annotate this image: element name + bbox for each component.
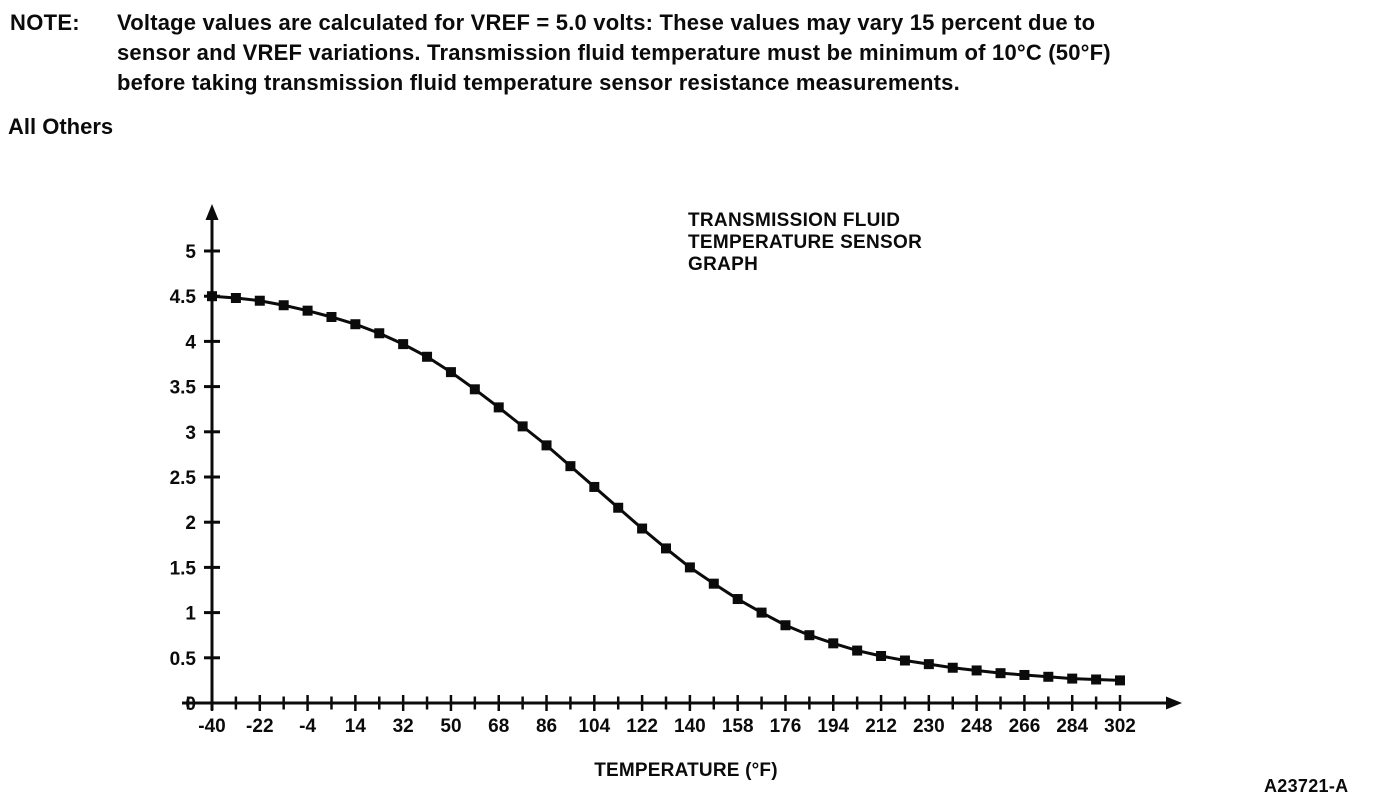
svg-text:14: 14 [345, 716, 367, 737]
sensor-graph-svg: 0 0.5 1 1.5 2 2.5 3 3.5 4 4.5 5 -40 -22 -4 14 32 50 68 86 1… [170, 204, 1182, 737]
svg-text:158: 158 [722, 716, 754, 737]
chart-title: TRANSMISSION FLUID TEMPERATURE SENSOR GR… [688, 210, 923, 275]
x-axis-label: TEMPERATURE (°F) [594, 760, 778, 781]
svg-text:50: 50 [440, 716, 461, 737]
svg-text:-22: -22 [246, 716, 273, 737]
svg-text:302: 302 [1104, 716, 1136, 737]
svg-text:212: 212 [865, 716, 897, 737]
svg-text:122: 122 [626, 716, 658, 737]
sensor-graph: 0 0.5 1 1.5 2 2.5 3 3.5 4 4.5 5 -40 -22 -4 14 32 50 68 86 1… [160, 198, 1250, 798]
note-text: Voltage values are calculated for VREF =… [117, 10, 1111, 95]
svg-text:1: 1 [185, 604, 196, 625]
svg-text:104: 104 [578, 716, 610, 737]
svg-text:5: 5 [185, 242, 196, 263]
svg-text:4: 4 [185, 332, 196, 353]
svg-text:284: 284 [1056, 716, 1088, 737]
note-block: NOTE: Voltage values are calculated for … [10, 8, 1111, 98]
svg-text:32: 32 [393, 716, 414, 737]
svg-text:3.5: 3.5 [170, 378, 197, 399]
svg-text:-40: -40 [198, 716, 225, 737]
note-label: NOTE: [10, 10, 80, 35]
svg-text:248: 248 [961, 716, 993, 737]
svg-text:86: 86 [536, 716, 557, 737]
svg-text:68: 68 [488, 716, 509, 737]
svg-text:-4: -4 [299, 716, 316, 737]
figure-id: A23721-A [1264, 776, 1349, 796]
svg-text:140: 140 [674, 716, 706, 737]
svg-text:0.5: 0.5 [170, 649, 197, 670]
svg-text:0: 0 [185, 694, 196, 715]
svg-text:176: 176 [770, 716, 802, 737]
svg-text:2.5: 2.5 [170, 468, 197, 489]
section-heading: All Others [8, 114, 114, 139]
svg-text:266: 266 [1009, 716, 1041, 737]
svg-text:1.5: 1.5 [170, 558, 197, 579]
svg-text:2: 2 [185, 513, 196, 534]
svg-text:4.5: 4.5 [170, 287, 197, 308]
svg-text:194: 194 [817, 716, 849, 737]
svg-text:230: 230 [913, 716, 945, 737]
svg-text:3: 3 [185, 423, 196, 444]
